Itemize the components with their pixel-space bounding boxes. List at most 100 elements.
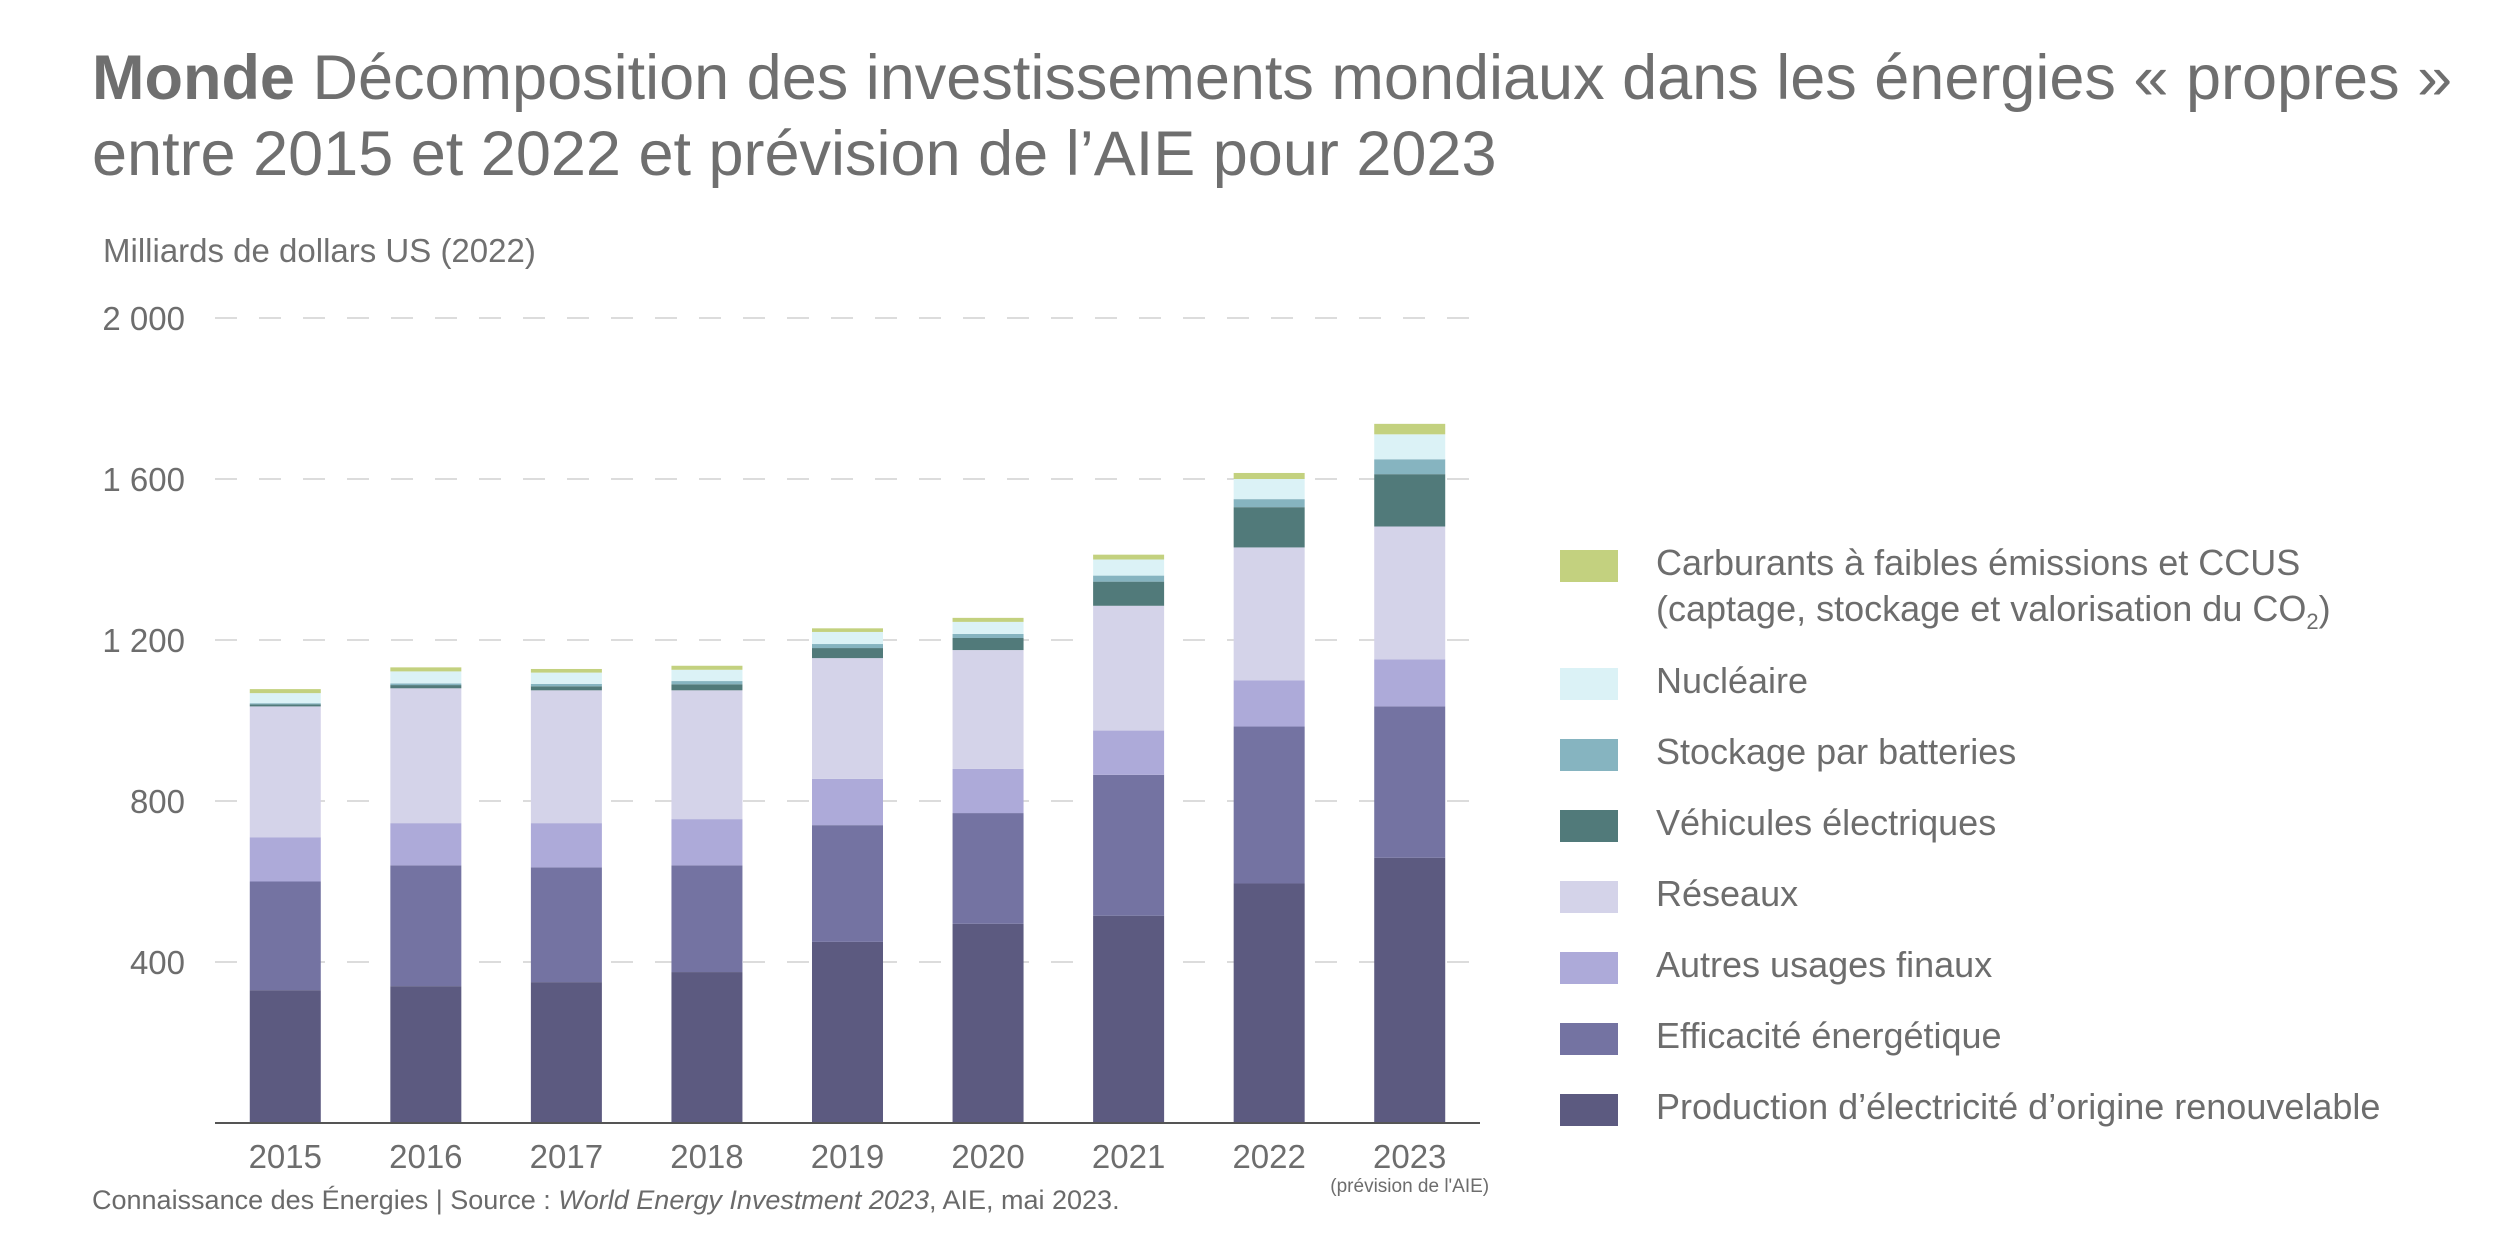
bar-segment-2022-3 (1233, 547, 1305, 681)
bar-segment-2023-7 (1374, 423, 1446, 435)
x-tick-label-2017: 2017 (530, 1138, 603, 1175)
bar-segment-2019-2 (812, 778, 883, 826)
bar-segment-2016-6 (390, 671, 462, 684)
legend-label-vehicules: Véhicules électriques (1656, 802, 1997, 843)
legend-swatch-vehicules (1560, 810, 1618, 842)
bar-segment-2020-7 (952, 617, 1024, 622)
bar-segment-2015-3 (249, 706, 321, 838)
bar-segment-2022-1 (1233, 726, 1305, 884)
bar-segment-2015-4 (249, 704, 321, 707)
legend-swatch-renouvelable (1560, 1094, 1618, 1126)
bar-segment-2022-7 (1233, 472, 1305, 479)
bar-segment-2017-2 (530, 823, 602, 868)
bar-segment-2023-0 (1374, 857, 1446, 1123)
legend-swatch-ccus (1560, 550, 1618, 582)
bar-segment-2018-0 (671, 972, 743, 1123)
x-tick-label-2019: 2019 (811, 1138, 884, 1175)
chart-title: Monde Décomposition des investissements … (92, 40, 2472, 192)
bar-segment-2018-5 (671, 681, 743, 685)
legend-label-ccus-line1: Carburants à faibles émissions et CCUS (1656, 542, 2301, 583)
bar-segment-2017-6 (530, 672, 602, 684)
bar-segment-2016-0 (390, 986, 462, 1123)
legend-label-renouvelable: Production d’électricité d’origine renou… (1656, 1086, 2381, 1127)
bar-segment-2020-1 (952, 813, 1024, 924)
source-title: World Energy Investment 2023 (558, 1185, 929, 1215)
bar-segment-2020-5 (952, 633, 1024, 638)
x-tick-label-2022: 2022 (1232, 1138, 1305, 1175)
bar-segment-2016-2 (390, 823, 462, 866)
bar-segment-2020-0 (952, 923, 1024, 1123)
bar-segment-2017-4 (530, 686, 602, 691)
bar-segment-2022-6 (1233, 479, 1305, 500)
bar-segment-2019-5 (812, 644, 883, 649)
bar-segment-2015-7 (249, 689, 321, 694)
bar-segment-2018-1 (671, 865, 743, 973)
bar-segment-2022-0 (1233, 883, 1305, 1123)
bar-segment-2023-2 (1374, 659, 1446, 707)
source-suffix: , AIE, mai 2023. (928, 1185, 1120, 1215)
x-tick-label-2016: 2016 (389, 1138, 462, 1175)
bar-segment-2016-3 (390, 688, 462, 824)
bar-segment-2020-3 (952, 650, 1024, 769)
legend-label-nucleaire: Nucléaire (1656, 660, 1809, 701)
bar-segment-2019-4 (812, 648, 883, 659)
bar-segment-2021-0 (1093, 915, 1165, 1123)
bar-segment-2018-6 (671, 669, 743, 682)
legend-item-reseaux: Réseaux (1560, 871, 2480, 942)
bar-segment-2016-1 (390, 865, 462, 987)
bar-segment-2019-7 (812, 628, 883, 632)
x-tick-note: (prévision de l'AIE) (1330, 1176, 1489, 1197)
bar-segment-2018-7 (671, 665, 743, 670)
bar-segment-2022-2 (1233, 680, 1305, 727)
legend-item-ccus: Carburants à faibles émissions et CCUS (c… (1560, 540, 2480, 658)
bar-segment-2017-0 (530, 982, 602, 1123)
bar-segment-2018-3 (671, 690, 743, 820)
legend-swatch-nucleaire (1560, 668, 1618, 700)
bar-segment-2021-7 (1093, 554, 1165, 560)
y-tick-label: 1 200 (102, 622, 185, 659)
legend-label-ccus-line2: (captage, stockage et valorisation du CO… (1656, 588, 2331, 635)
bar-segment-2020-2 (952, 768, 1024, 814)
bar-segment-2021-5 (1093, 575, 1165, 582)
x-tick-label-2020: 2020 (951, 1138, 1024, 1175)
title-text: Décomposition des investissements mondia… (92, 43, 2453, 189)
legend-item-renouvelable: Production d’électricité d’origine renou… (1560, 1084, 2480, 1155)
source-note: Connaissance des Énergies | Source : Wor… (92, 1185, 1120, 1216)
bar-segment-2017-5 (530, 683, 602, 687)
y-tick-label: 1 600 (102, 461, 185, 498)
y-tick-label: 2 000 (102, 300, 185, 337)
bar-segment-2015-0 (249, 990, 321, 1123)
bar-segment-2019-1 (812, 825, 883, 942)
bar-segment-2020-6 (952, 621, 1024, 634)
bar-segment-2021-2 (1093, 730, 1165, 775)
bar-segment-2019-3 (812, 658, 883, 779)
legend-item-autres-usages: Autres usages finaux (1560, 942, 2480, 1013)
legend-swatch-stockage (1560, 739, 1618, 771)
bar-segment-2018-4 (671, 684, 743, 691)
legend-item-nucleaire: Nucléaire (1560, 658, 2480, 729)
stacked-bar-chart: 400 800 1 200 1 600 2 000 2015 2016 2017 2018 201… (102, 300, 1489, 1197)
bar-segment-2018-2 (671, 819, 743, 866)
x-tick-label-2015: 2015 (249, 1138, 322, 1175)
bar-segment-2021-6 (1093, 559, 1165, 576)
legend-item-stockage: Stockage par batteries (1560, 729, 2480, 800)
legend-swatch-autres-usages (1560, 952, 1618, 984)
y-axis-unit-label: Milliards de dollars US (2022) (103, 232, 536, 269)
bar-segment-2017-7 (530, 668, 602, 673)
bar-segment-2015-5 (249, 703, 321, 705)
x-tick-label-2021: 2021 (1092, 1138, 1165, 1175)
bar-segment-2023-5 (1374, 459, 1446, 475)
y-tick-label: 800 (130, 783, 185, 820)
bar-segment-2023-6 (1374, 434, 1446, 460)
bar-segment-2017-1 (530, 867, 602, 983)
bar-segment-2021-3 (1093, 605, 1165, 731)
legend-swatch-efficacite (1560, 1023, 1618, 1055)
bar-segment-2016-4 (390, 685, 462, 689)
legend-label-ccus: Carburants à faibles émissions et CCUS (c… (1656, 540, 2331, 645)
bar-segment-2020-4 (952, 637, 1024, 651)
source-prefix: Connaissance des Énergies | Source : (92, 1185, 559, 1215)
bar-segment-2016-5 (390, 683, 462, 686)
bar-segment-2015-1 (249, 881, 321, 991)
legend-item-vehicules: Véhicules électriques (1560, 800, 2480, 871)
legend-label-reseaux: Réseaux (1656, 873, 1799, 914)
